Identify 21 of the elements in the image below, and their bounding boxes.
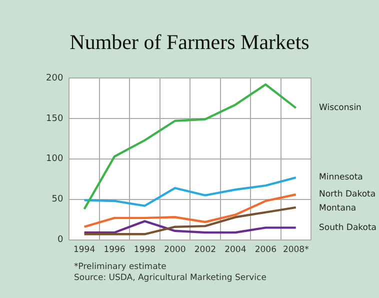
x-tick-label: 2002 [194, 245, 216, 256]
y-tick-label: 200 [46, 73, 64, 84]
x-tick-label: 2000 [164, 245, 186, 256]
text: *Preliminary estimate [74, 262, 168, 273]
x-tick-label: 2008* [282, 245, 309, 256]
x-tick-label: 1998 [134, 245, 156, 256]
x-tick-label: 2004 [224, 245, 246, 256]
x-tick-label: 2006 [254, 245, 276, 256]
chart-title: Number of Farmers Markets [68, 30, 310, 55]
y-tick-label: 100 [46, 154, 64, 164]
text: North Dakota [319, 190, 376, 200]
y-tick-label: 50 [52, 194, 64, 205]
x-tick-label: 1996 [104, 245, 126, 256]
text: South Dakota [319, 222, 377, 233]
y-tick-label: 0 [57, 235, 64, 246]
x-tick-label: 1994 [73, 245, 96, 256]
source-note: Source: USDA, Agricultural Marketing Service [74, 273, 266, 284]
text: Minnesota [319, 172, 363, 183]
text: Wisconsin [319, 103, 362, 114]
text: Montana [319, 204, 356, 214]
y-tick-label: 150 [46, 114, 64, 124]
